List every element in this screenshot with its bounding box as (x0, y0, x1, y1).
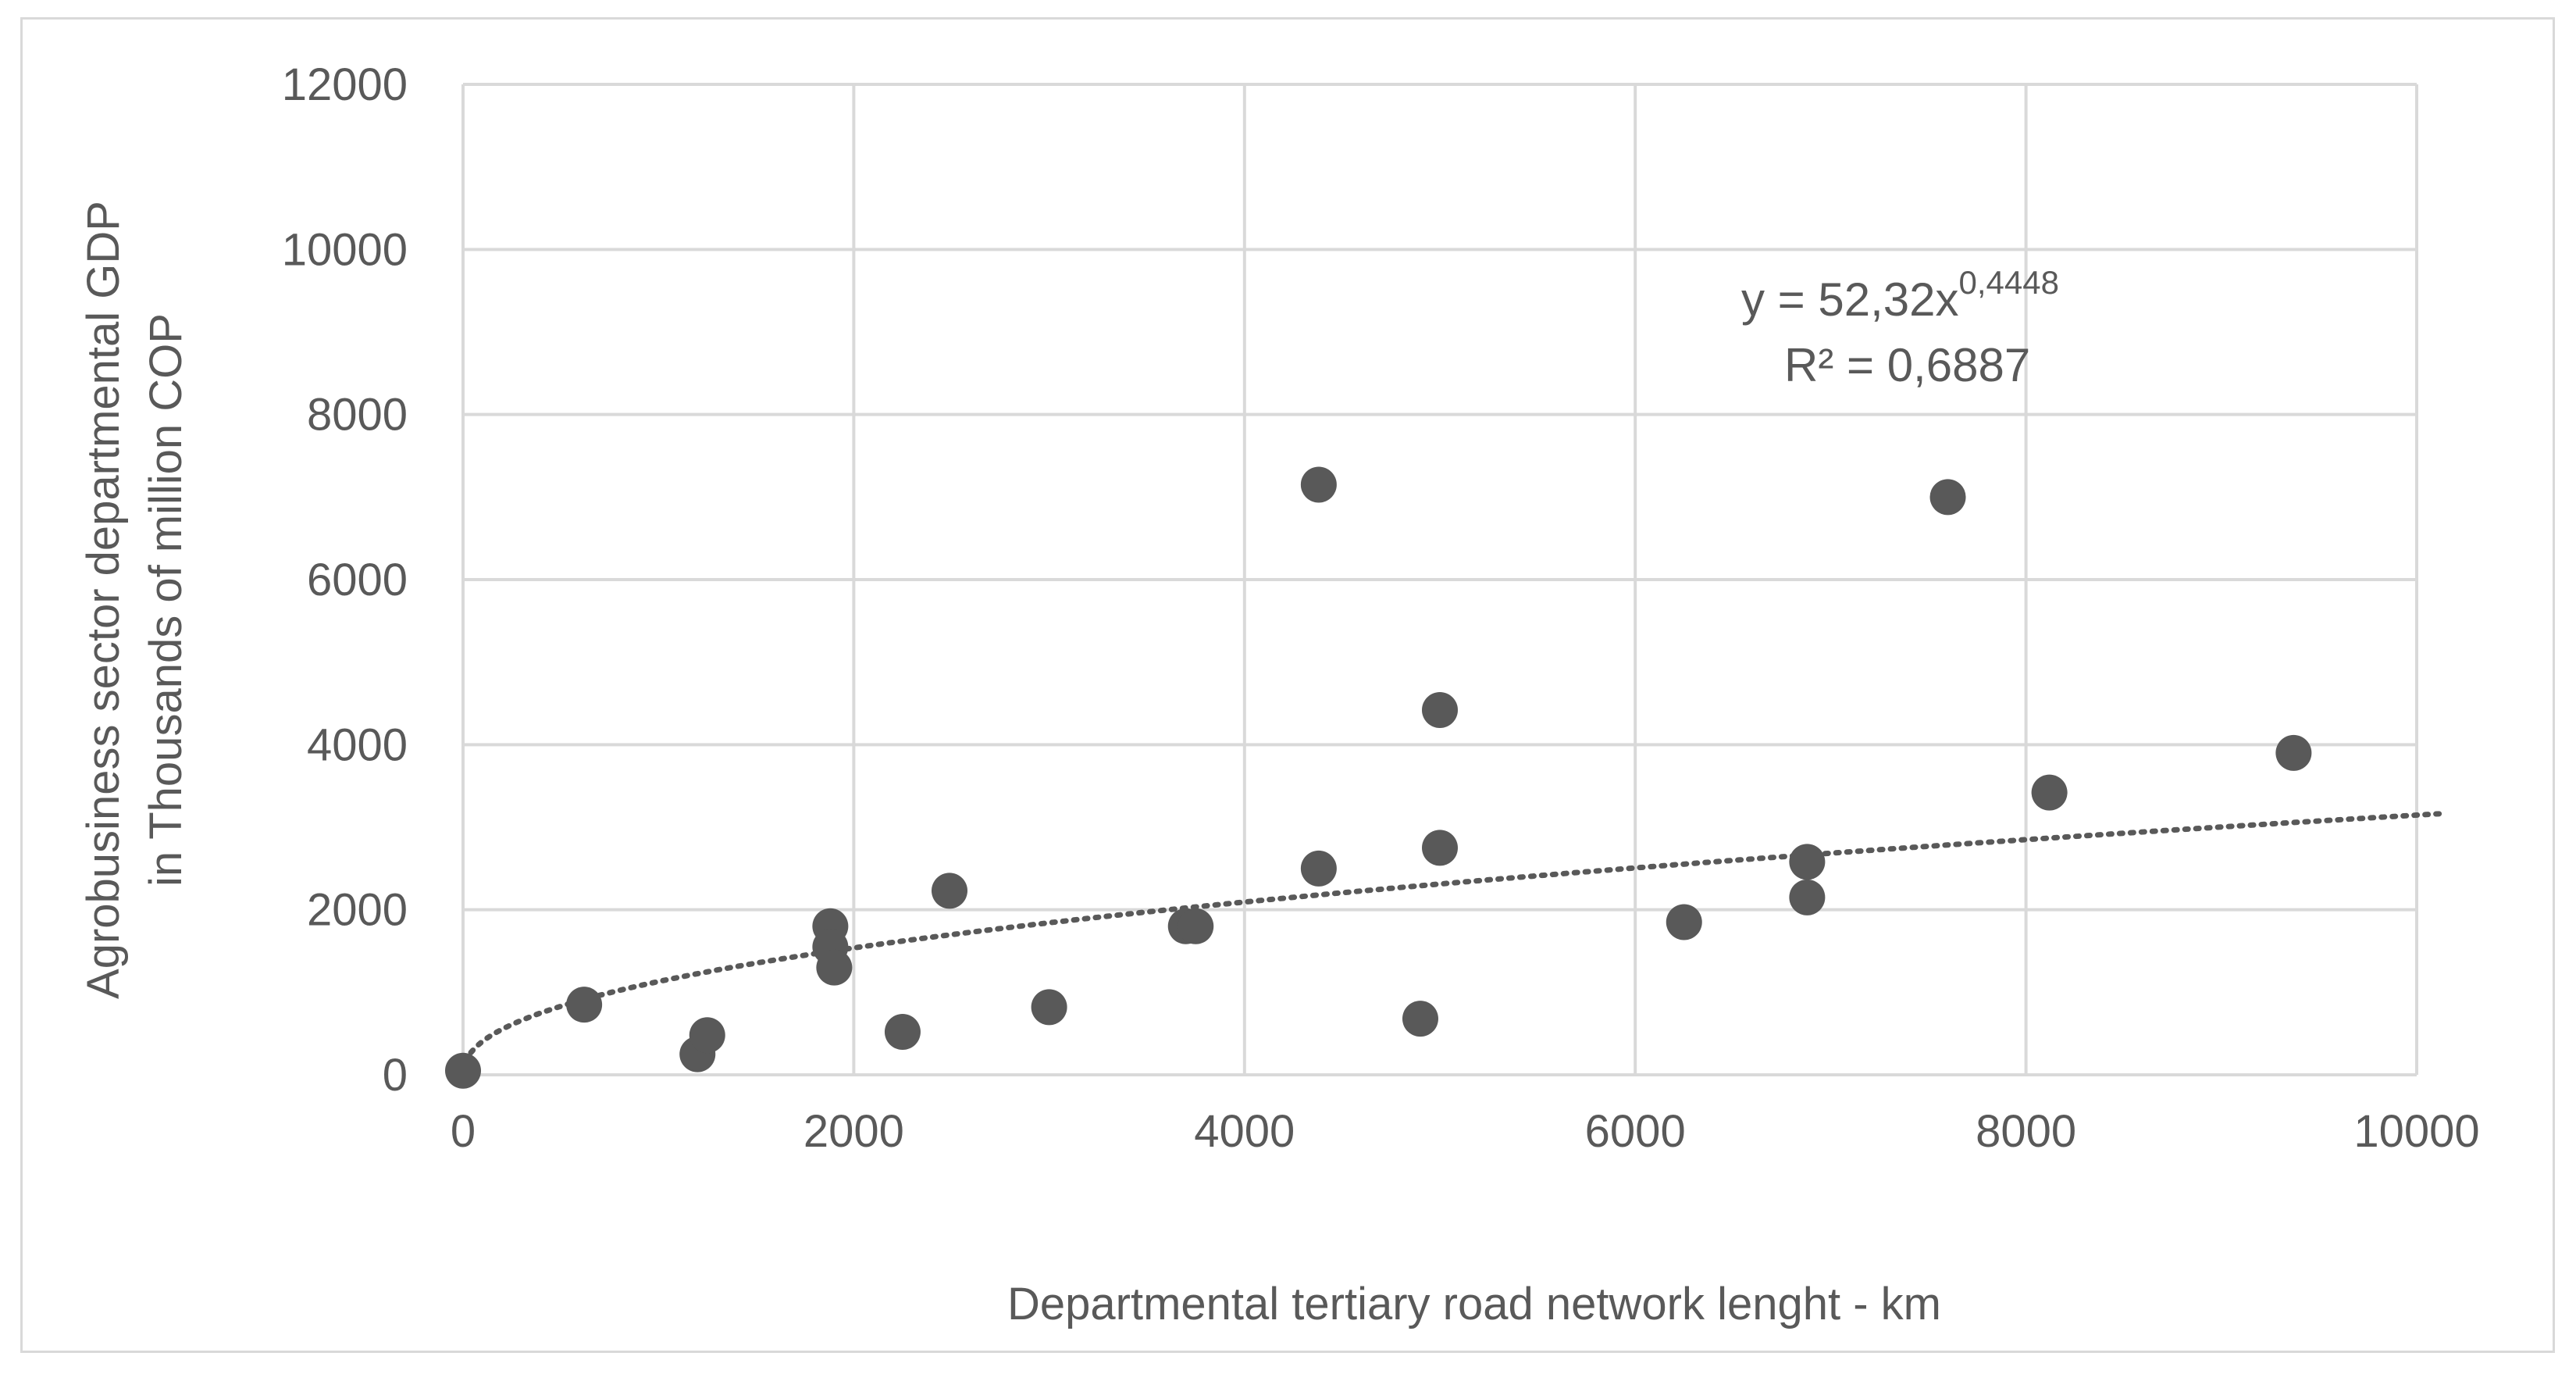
data-point (1929, 479, 1966, 516)
y-tick-label: 10000 (282, 224, 408, 275)
data-point (816, 949, 853, 986)
data-point (2275, 734, 2312, 771)
data-point (2031, 774, 2068, 811)
data-point (566, 987, 603, 1023)
x-tick-label: 0 (451, 1106, 476, 1157)
chart-frame (20, 17, 2555, 1353)
data-point (445, 1052, 481, 1089)
y-tick-label: 8000 (307, 390, 408, 441)
x-tick-labels: 0 2000 4000 6000 8000 10000 (451, 1106, 2480, 1157)
x-tick-label: 2000 (803, 1106, 904, 1157)
y-tick-label: 0 (383, 1050, 408, 1101)
x-tick-label: 10000 (2353, 1106, 2479, 1157)
y-tick-labels: 0 2000 4000 6000 8000 10000 12000 (282, 59, 408, 1101)
data-point (1789, 879, 1826, 915)
y-tick-label: 4000 (307, 719, 408, 770)
trend-equation: y = 52,32x0,4448 (1741, 264, 2059, 326)
data-point (1178, 908, 1214, 944)
data-point (884, 1014, 921, 1051)
data-point (1789, 844, 1826, 880)
trendline (468, 810, 2449, 1055)
grid-lines (461, 83, 2418, 1076)
trend-equation-base: y = 52,32x (1741, 273, 1959, 326)
y-tick-label: 2000 (307, 885, 408, 936)
data-point (1300, 850, 1337, 887)
x-tick-label: 8000 (1976, 1106, 2076, 1157)
data-point (1300, 466, 1337, 503)
data-point (1422, 691, 1458, 728)
data-points (445, 466, 2312, 1089)
data-point (1031, 989, 1067, 1026)
power-trendline (468, 810, 2449, 1055)
x-tick-label: 4000 (1194, 1106, 1295, 1157)
x-axis-title: Departmental tertiary road network lengh… (1007, 1279, 1941, 1329)
trend-r-squared: R² = 0,6887 (1784, 339, 2030, 391)
data-point (931, 873, 967, 909)
data-point (1402, 1001, 1438, 1037)
y-axis-title-line-1: Agrobusiness sector departmental GDP (78, 201, 129, 999)
data-point (689, 1017, 725, 1054)
data-point (1666, 904, 1702, 940)
trend-equation-exponent: 0,4448 (1959, 264, 2059, 301)
y-axis-title: Agrobusiness sector departmental GDP in … (78, 201, 191, 999)
x-tick-label: 6000 (1585, 1106, 1686, 1157)
y-tick-label: 6000 (307, 555, 408, 605)
y-axis-title-line-2: in Thousands of million COP (141, 313, 191, 887)
y-tick-label: 12000 (282, 59, 408, 110)
data-point (1422, 830, 1458, 866)
